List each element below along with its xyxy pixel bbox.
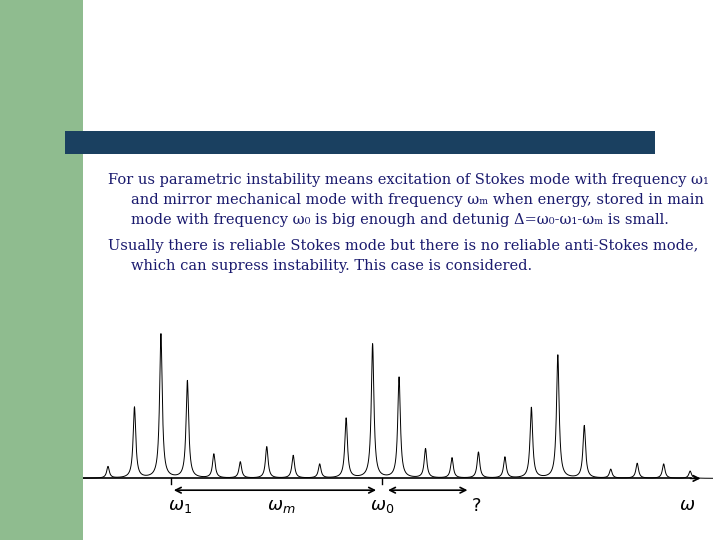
Text: $\omega_0$: $\omega_0$ xyxy=(370,497,394,515)
Text: Usually there is reliable Stokes mode but there is no reliable anti-Stokes mode,: Usually there is reliable Stokes mode bu… xyxy=(108,239,698,253)
Text: mode with frequency ω₀ is big enough and detunig Δ=ω₀-ω₁-ωₘ is small.: mode with frequency ω₀ is big enough and… xyxy=(130,213,668,227)
Text: $\omega$: $\omega$ xyxy=(680,496,696,514)
Text: ?: ? xyxy=(472,497,481,515)
Text: Parametric Instability: Parametric Instability xyxy=(108,24,481,53)
Text: and mirror mechanical mode with frequency ωₘ when energy, stored in main: and mirror mechanical mode with frequenc… xyxy=(130,193,703,207)
Text: $\omega_1$: $\omega_1$ xyxy=(168,497,192,515)
Text: $\omega_m$: $\omega_m$ xyxy=(267,497,295,515)
Text: which can supress instability. This case is considered.: which can supress instability. This case… xyxy=(130,259,531,273)
Text: For us parametric instability means excitation of Stokes mode with frequency ω₁: For us parametric instability means exci… xyxy=(108,173,709,187)
